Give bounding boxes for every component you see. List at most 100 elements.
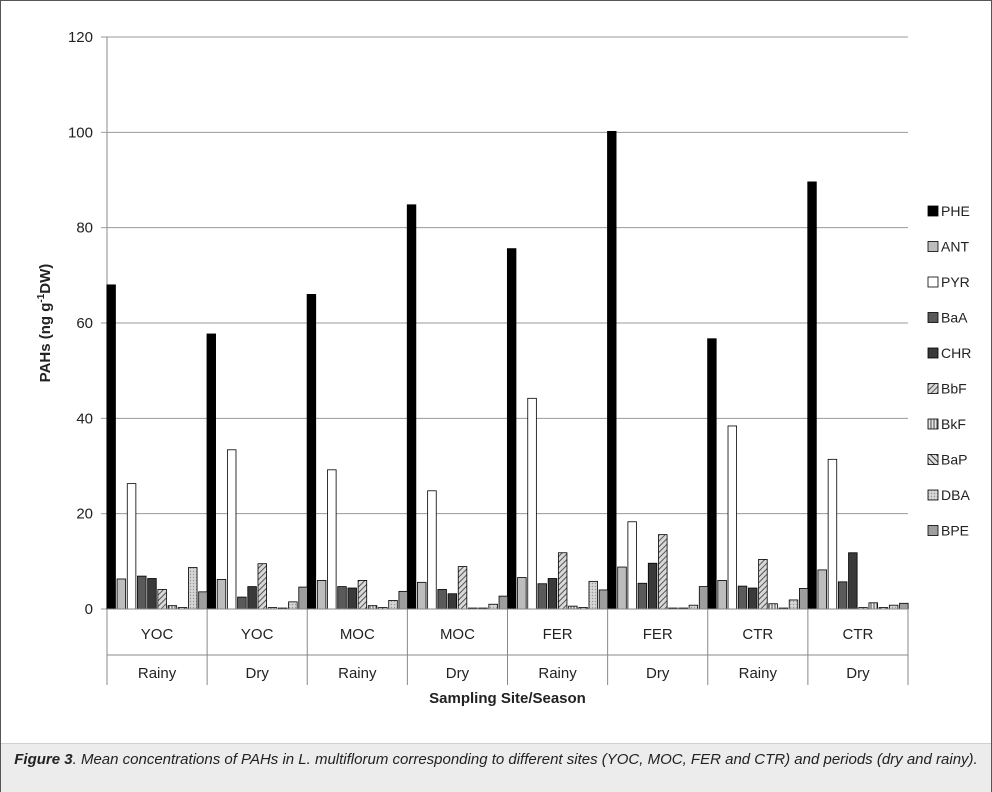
bar-bpe [298, 586, 308, 610]
x-tick-label-site: YOC [141, 626, 174, 643]
bar-bkf [167, 605, 178, 610]
legend-swatch-bpe [927, 525, 939, 536]
legend-swatch-dba [927, 489, 939, 501]
bar-pyr [427, 490, 437, 610]
x-tick-label-site: FER [543, 626, 573, 643]
y-tick-label: 20 [76, 506, 93, 523]
bar-pyr [827, 458, 838, 610]
bar-chr [247, 586, 257, 610]
bar-bkf [367, 605, 378, 610]
bar-phe [306, 293, 317, 610]
bar-ant [517, 577, 527, 610]
bar-dba [188, 567, 198, 610]
y-axis-label-superscript: -1 [36, 293, 47, 302]
legend-swatch-bkf [927, 418, 939, 430]
legend-label: PHE [941, 203, 970, 219]
figure-caption: Figure 3. Mean concentrations of PAHs in… [11, 750, 981, 769]
bar-pyr [727, 425, 738, 610]
bar-baa [237, 596, 247, 610]
y-tick-label: 40 [76, 410, 93, 427]
legend-swatch-bbf [927, 383, 939, 394]
bar-bpe [398, 590, 408, 610]
bar-bkf [768, 603, 778, 610]
bar-ant [417, 581, 427, 610]
caption-text: . Mean concentrations of PAHs in L. mult… [72, 751, 978, 768]
legend-label: BkF [941, 416, 966, 432]
bar-bbf [557, 552, 568, 610]
bar-dba [788, 599, 799, 610]
bar-baa [437, 589, 447, 610]
bar-chr [547, 578, 558, 610]
bar-ant [817, 569, 827, 610]
bar-phe [406, 204, 417, 610]
bar-ant [717, 580, 727, 610]
bar-dba [588, 580, 598, 610]
y-axis-ticks: 0 20 40 60 80 100 120 [68, 29, 108, 618]
bar-bpe [799, 588, 809, 610]
x-axis: YOC Rainy YOC Dry MOC Rainy MOC Dry FER Rainy FER D… [106, 608, 909, 685]
x-tick-label-site: CTR [742, 626, 773, 643]
bar-dba [288, 601, 298, 610]
bar-bbf [357, 580, 368, 610]
bar-bpe [498, 595, 509, 610]
bar-bbf [157, 589, 167, 610]
bar-phe [106, 284, 116, 610]
x-tick-label-season: Rainy [538, 665, 577, 682]
bar-bpe [198, 591, 208, 610]
y-tick-label: 0 [85, 601, 93, 618]
bar-chr [748, 587, 758, 610]
bar-baa [337, 586, 347, 610]
bar-ant [617, 566, 627, 610]
bar-pyr [327, 469, 337, 610]
x-tick-label-season: Rainy [739, 665, 778, 682]
legend-swatch-ant [927, 241, 939, 252]
bar-baa [737, 585, 748, 610]
bar-phe [807, 181, 817, 610]
bar-chr [147, 578, 157, 610]
x-tick-label-season: Rainy [338, 665, 377, 682]
legend-label: CHR [941, 345, 971, 361]
bar-bbf [457, 566, 468, 610]
legend-swatch-chr [927, 347, 939, 359]
legend-swatch-pyr [927, 276, 939, 288]
y-axis-label: PAHs (ng g-1DW) [36, 264, 54, 383]
bar-chr [447, 593, 458, 610]
bar-baa [837, 581, 848, 610]
bar-bpe [698, 586, 709, 610]
bar-chr [848, 552, 858, 610]
x-tick-label-site: MOC [440, 626, 475, 643]
bar-pyr [627, 521, 637, 610]
bar-phe [506, 248, 517, 610]
bar-baa [137, 575, 147, 610]
bar-ant [216, 579, 227, 610]
bar-dba [688, 604, 699, 610]
x-axis-label: Sampling Site/Season [429, 690, 586, 707]
bar-baa [637, 582, 648, 610]
bars [106, 130, 909, 610]
bar-dba [888, 604, 899, 610]
x-tick-label-site: FER [643, 626, 673, 643]
bar-chr [647, 562, 658, 610]
x-tick-label-site: CTR [843, 626, 874, 643]
bar-bbf [758, 559, 768, 610]
bar-ant [116, 578, 127, 610]
bar-dba [388, 600, 398, 610]
y-tick-label: 60 [76, 315, 93, 332]
bar-bkf [868, 602, 878, 610]
bar-phe [707, 338, 717, 610]
x-tick-label-site: YOC [241, 626, 274, 643]
legend-swatch-bap [927, 454, 939, 465]
y-axis-label-tail: DW) [37, 264, 54, 294]
bar-pyr [226, 449, 237, 610]
legend-swatch-baa [927, 312, 939, 323]
bar-phe [607, 130, 617, 610]
legend-label: DBA [941, 487, 970, 503]
bar-chr [347, 587, 357, 610]
bar-dba [488, 603, 498, 610]
bar-pyr [126, 483, 137, 610]
x-tick-label-season: Dry [446, 665, 470, 682]
legend-label: BaP [941, 452, 967, 468]
bar-bpe [899, 602, 909, 610]
legend-label: BPE [941, 523, 969, 539]
legend-label: ANT [941, 239, 969, 255]
